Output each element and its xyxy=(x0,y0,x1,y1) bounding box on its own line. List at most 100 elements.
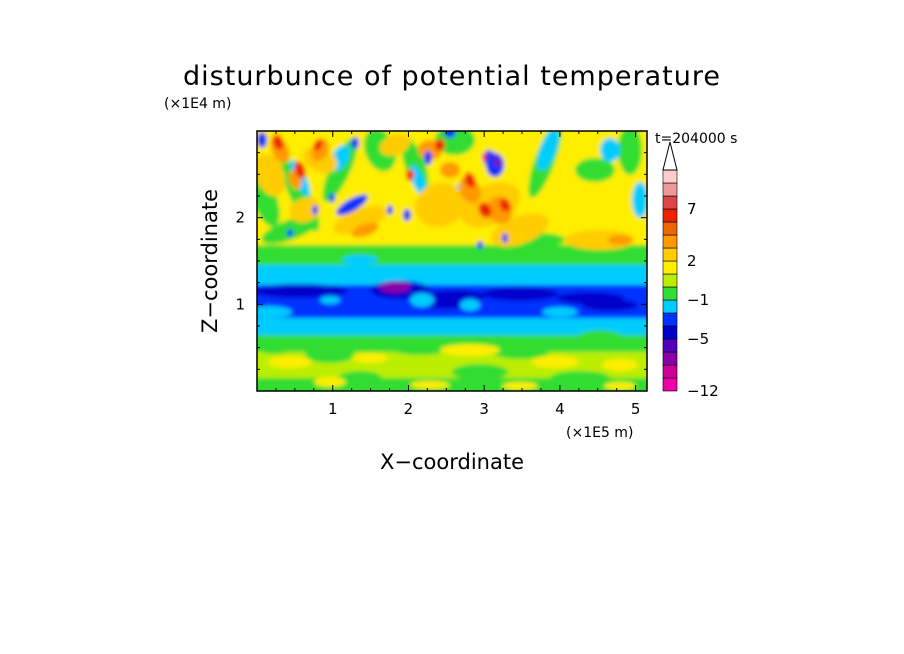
upper-blue-9 xyxy=(351,137,359,149)
lower-green-0 xyxy=(257,336,295,354)
upper-gold-3 xyxy=(415,182,465,228)
colorbar-swatch-5 xyxy=(662,312,678,327)
upper-gold-6 xyxy=(565,230,635,250)
blue-layer-core-6 xyxy=(582,299,638,311)
blue-layer-core-0 xyxy=(257,284,348,298)
time-label: t=204000 s xyxy=(655,131,737,147)
colorbar-swatch-16 xyxy=(662,169,678,184)
colorbar-label-3: 2 xyxy=(687,252,697,270)
colorbar-label-1: −5 xyxy=(687,330,709,348)
x-axis-ticks: 1 2 3 4 5 xyxy=(275,131,641,418)
colorbar-swatch-6 xyxy=(662,299,678,314)
colorbar-swatch-13 xyxy=(662,208,678,223)
upper-orange-2 xyxy=(459,176,481,204)
cyan-patch-3 xyxy=(320,296,340,304)
upper-blue-4 xyxy=(387,205,393,215)
upper-red-4 xyxy=(499,198,511,212)
upper-blue-6 xyxy=(424,151,432,165)
purple-core xyxy=(379,281,411,293)
upper-blue-8 xyxy=(257,132,267,148)
colorbar-swatch-2 xyxy=(662,351,678,366)
lower-yellow-5 xyxy=(314,377,346,387)
upper-orange-6 xyxy=(608,235,632,245)
upper-cyan-7 xyxy=(342,255,378,265)
colorbar-extend-arrow xyxy=(662,141,678,171)
x-axis-label: X−coordinate xyxy=(380,450,524,474)
colorbar-swatch-14 xyxy=(662,195,678,210)
x-tick-label-0: 1 xyxy=(328,400,338,418)
chart-title: disturbunce of potential temperature xyxy=(183,61,721,92)
y-tick-label-0: 1 xyxy=(235,295,245,313)
colorbar-swatch-12 xyxy=(662,221,678,236)
blue-layer-core-3 xyxy=(482,287,558,301)
colorbar: −12−5−127 xyxy=(662,141,719,400)
upper-red-0 xyxy=(272,134,284,150)
y-axis-ticks: 12 xyxy=(235,152,647,370)
upper-blue-10 xyxy=(477,241,483,249)
upper-red-3 xyxy=(478,202,492,218)
x-tick-label-1: 2 xyxy=(404,400,414,418)
lower-yellow-1 xyxy=(352,353,388,363)
upper-cyan-5 xyxy=(600,138,620,162)
x-tick-label-3: 4 xyxy=(555,400,565,418)
band-cyan-upper xyxy=(257,265,647,285)
lower-yellow-2 xyxy=(440,344,500,356)
lower-green-7 xyxy=(550,371,610,385)
lower-green-3 xyxy=(490,341,550,359)
y-tick-label-1: 2 xyxy=(235,209,245,227)
lower-green-4 xyxy=(575,330,625,350)
upper-green-5 xyxy=(435,131,475,155)
upper-cyan-6 xyxy=(632,182,647,218)
upper-purple-core xyxy=(494,157,500,167)
x-tick-label-2: 3 xyxy=(479,400,489,418)
cyan-patch-2 xyxy=(460,299,480,311)
lower-green-2 xyxy=(385,335,455,355)
upper-gold-2 xyxy=(333,205,387,235)
colorbar-label-2: −1 xyxy=(687,291,709,309)
upper-cyan-2 xyxy=(410,164,426,196)
upper-magenta-core xyxy=(482,153,488,161)
lower-green-5 xyxy=(338,371,382,385)
lower-yellow-0 xyxy=(268,356,312,368)
colorbar-swatch-15 xyxy=(662,182,678,197)
colorbar-swatch-3 xyxy=(662,338,678,353)
colorbar-swatch-4 xyxy=(662,325,678,340)
upper-orange-5 xyxy=(351,222,379,238)
upper-gold-1 xyxy=(289,197,321,223)
lower-yellow-8 xyxy=(604,382,636,390)
blue-layer-core-2 xyxy=(423,290,487,302)
upper-blue-11 xyxy=(502,233,508,243)
lower-yellow-7 xyxy=(502,382,538,390)
cyan-patch-0 xyxy=(257,306,292,318)
upper-blue-3 xyxy=(403,209,411,221)
x-tick-label-4: 5 xyxy=(631,400,641,418)
band-cyan-lower xyxy=(257,318,647,335)
lower-yellow-4 xyxy=(602,359,638,371)
upper-red-5 xyxy=(435,139,445,151)
upper-red-7 xyxy=(406,169,414,181)
contour-field xyxy=(257,131,647,391)
colorbar-swatch-1 xyxy=(662,364,678,379)
cyan-patch-1 xyxy=(410,293,434,307)
upper-blue-13 xyxy=(329,193,335,203)
upper-gold-0 xyxy=(257,153,286,197)
lower-green-6 xyxy=(452,364,508,380)
colorbar-swatch-10 xyxy=(662,247,678,262)
upper-orange-7 xyxy=(440,162,460,178)
y-axis-label: Z−coordinate xyxy=(198,189,222,333)
cyan-patch-4 xyxy=(542,307,578,317)
colorbar-swatch-7 xyxy=(662,286,678,301)
colorbar-swatch-0 xyxy=(662,377,678,392)
upper-gold-8 xyxy=(379,134,411,156)
colorbar-label-4: 7 xyxy=(687,200,697,218)
x-axis-unit: (×1E5 m) xyxy=(566,425,633,441)
lower-yellow-6 xyxy=(410,381,450,389)
upper-red-1 xyxy=(294,161,306,179)
upper-red-2 xyxy=(464,172,476,188)
colorbar-swatch-8 xyxy=(662,273,678,288)
upper-cyan-4 xyxy=(537,131,559,171)
upper-green-8 xyxy=(618,131,642,175)
lower-yellow-3 xyxy=(531,356,579,368)
upper-blue-5 xyxy=(287,229,293,237)
